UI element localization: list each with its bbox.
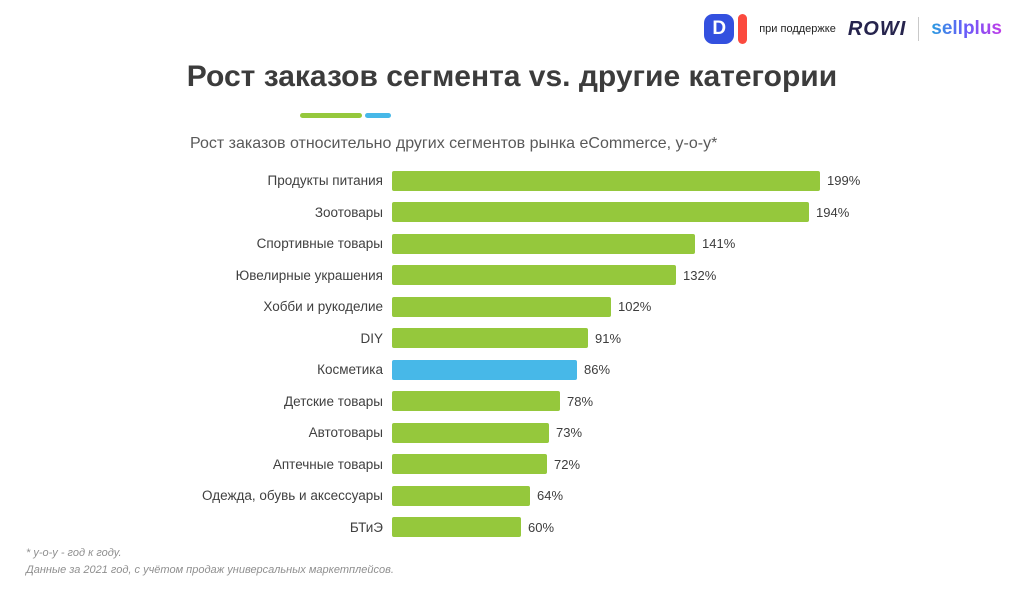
- bar-value-label: 194%: [816, 204, 850, 220]
- sellplus-logo: sellplus: [931, 18, 1002, 39]
- bar-category-label: Продукты питания: [267, 173, 383, 189]
- page-title: Рост заказов сегмента vs. другие категор…: [186, 60, 838, 93]
- bar-category-label: Ювелирные украшения: [235, 267, 383, 283]
- bar-row: Аптечные товары 72%: [18, 449, 1004, 481]
- bar-row: DIY 91%: [18, 323, 1004, 355]
- bar-category-label: Детские товары: [284, 393, 383, 409]
- bar-row: Автотовары 73%: [18, 417, 1004, 449]
- data-insight-d-icon: D: [704, 14, 735, 44]
- title-underline-green: [300, 113, 362, 118]
- footnote-line: Данные за 2021 год, с учётом продаж унив…: [26, 563, 394, 576]
- footnotes: * y-o-y - год к году. Данные за 2021 год…: [26, 545, 394, 579]
- bar-value-label: 72%: [554, 456, 581, 472]
- bar-value-label: 78%: [567, 393, 594, 409]
- bar-value-label: 60%: [528, 519, 555, 535]
- bar: [392, 328, 588, 349]
- supported-by-label: при поддержке: [759, 23, 836, 35]
- bar-category-label: Зоотовары: [314, 204, 383, 220]
- bar: [392, 233, 695, 254]
- bar: [392, 265, 676, 286]
- bar-chart-rows: Продукты питания 199% Зоотовары 194% Спортив…: [18, 165, 1004, 543]
- title-underline: [300, 113, 391, 118]
- title-underline-blue: [365, 113, 391, 118]
- bar: [392, 359, 577, 380]
- bar-value-label: 73%: [556, 425, 583, 441]
- bar-chart: Продукты питания 199% Зоотовары 194% Спортив…: [18, 165, 1004, 543]
- bar: [392, 202, 809, 223]
- data-insight-i-icon: [738, 14, 748, 44]
- bar-category-label: Косметика: [317, 362, 383, 378]
- logo-bar: D при поддержке ROWI sellplus: [704, 14, 1002, 44]
- bar-value-label: 64%: [537, 488, 564, 504]
- bar-value-label: 102%: [618, 299, 652, 315]
- bar: [392, 454, 547, 475]
- bar-row: Хобби и рукоделие 102%: [18, 291, 1004, 323]
- bar: [392, 422, 549, 443]
- chart-title: Рост заказов относительно других сегмент…: [190, 135, 718, 152]
- bar-row: Продукты питания 199%: [18, 165, 1004, 197]
- bar-category-label: Спортивные товары: [256, 236, 383, 252]
- bar: [392, 296, 611, 317]
- bar-row: Одежда, обувь и аксессуары 64%: [18, 480, 1004, 512]
- bar-value-label: 132%: [683, 267, 717, 283]
- bar-row: Зоотовары 194%: [18, 197, 1004, 229]
- rowi-logo: ROWI: [847, 17, 907, 40]
- bar-value-label: 199%: [827, 173, 861, 189]
- bar-row: БТиЭ 60%: [18, 512, 1004, 544]
- bar: [392, 517, 521, 538]
- logo-divider: [918, 17, 920, 41]
- bar-category-label: Хобби и рукоделие: [263, 299, 383, 315]
- footnote-line: * y-o-y - год к году.: [26, 546, 122, 559]
- bar-category-label: Одежда, обувь и аксессуары: [202, 488, 383, 504]
- bar: [392, 170, 820, 191]
- bar-value-label: 141%: [702, 236, 736, 252]
- bar-row: Ювелирные украшения 132%: [18, 260, 1004, 292]
- bar: [392, 391, 560, 412]
- data-insight-logo: D: [704, 14, 748, 44]
- bar: [392, 485, 530, 506]
- bar-category-label: DIY: [360, 330, 383, 346]
- bar-value-label: 86%: [584, 362, 611, 378]
- bar-category-label: БТиЭ: [349, 519, 383, 535]
- bar-category-label: Автотовары: [308, 425, 383, 441]
- bar-row: Детские товары 78%: [18, 386, 1004, 418]
- bar-category-label: Аптечные товары: [272, 456, 383, 472]
- bar-row: Косметика 86%: [18, 354, 1004, 386]
- bar-row: Спортивные товары 141%: [18, 228, 1004, 260]
- bar-value-label: 91%: [595, 330, 622, 346]
